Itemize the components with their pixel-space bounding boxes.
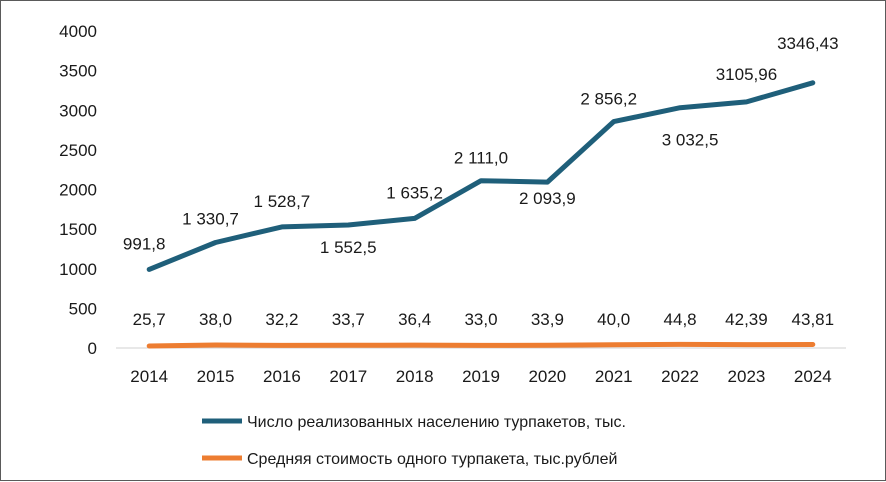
legend-entry-tour-packages: Число реализованных населению турпакетов…	[247, 414, 626, 431]
data-label-avg-cost: 38,0	[199, 310, 232, 329]
x-tick-label: 2016	[263, 367, 301, 386]
x-tick-label: 2017	[329, 367, 367, 386]
data-label-avg-cost: 33,0	[464, 310, 497, 329]
data-label-avg-cost: 25,7	[133, 310, 166, 329]
data-label-avg-cost: 32,2	[265, 310, 298, 329]
x-tick-label: 2018	[396, 367, 434, 386]
data-label-avg-cost: 33,9	[531, 310, 564, 329]
y-tick-label: 500	[69, 299, 97, 318]
data-label-avg-cost: 44,8	[664, 310, 697, 329]
y-tick-label: 3500	[59, 62, 97, 81]
x-tick-label: 2015	[197, 367, 235, 386]
y-tick-label: 2000	[59, 181, 97, 200]
x-tick-label: 2020	[528, 367, 566, 386]
x-tick-label: 2023	[728, 367, 766, 386]
x-tick-label: 2019	[462, 367, 500, 386]
series-line-tour-packages	[146, 80, 816, 272]
data-label-tour-packages: 2 111,0	[454, 149, 508, 168]
data-label-tour-packages: 2 093,9	[519, 189, 576, 208]
data-label-tour-packages: 1 528,7	[254, 192, 311, 211]
data-label-avg-cost: 33,7	[332, 310, 365, 329]
x-tick-label: 2024	[794, 367, 832, 386]
data-label-tour-packages: 1 635,2	[386, 183, 443, 202]
y-tick-label: 3000	[59, 101, 97, 120]
y-tick-label: 1500	[59, 220, 97, 239]
data-label-tour-packages: 1 552,5	[320, 238, 377, 257]
x-axis-ticks: 2014 2015 2016 2017 2018 2019 2020 2021 2022 2023…	[130, 367, 831, 386]
data-label-tour-packages: 1 330,7	[182, 210, 239, 229]
data-label-avg-cost: 36,4	[398, 310, 431, 329]
data-label-tour-packages: 991,8	[123, 234, 166, 253]
data-label-tour-packages: 2 856,2	[580, 90, 637, 109]
y-tick-label: 0	[88, 339, 97, 358]
y-tick-label: 2500	[59, 141, 97, 160]
x-tick-label: 2014	[130, 367, 168, 386]
x-tick-label: 2022	[661, 367, 699, 386]
data-label-tour-packages: 3 032,5	[662, 131, 719, 150]
y-tick-label: 1000	[59, 260, 97, 279]
legend: Число реализованных населению турпакетов…	[202, 414, 626, 468]
data-label-avg-cost: 40,0	[597, 310, 630, 329]
legend-entry-avg-cost: Средняя стоимость одного турпакета, тыс.…	[247, 451, 617, 468]
series-line-avg-cost	[146, 341, 816, 349]
data-label-avg-cost: 43,81	[792, 310, 835, 329]
y-axis-ticks: 0 500 1000 1500 2000 2500 3000 3500 4000	[59, 22, 97, 358]
data-labels: 991,8 1 330,7 1 528,7 1 552,5 1 635,2 2 111,0…	[123, 34, 839, 329]
series-lines	[146, 80, 816, 349]
data-label-tour-packages: 3105,96	[716, 65, 777, 84]
y-tick-label: 4000	[59, 22, 97, 41]
x-tick-label: 2021	[595, 367, 633, 386]
data-label-tour-packages: 3346,43	[777, 34, 838, 53]
data-label-avg-cost: 42,39	[725, 310, 768, 329]
